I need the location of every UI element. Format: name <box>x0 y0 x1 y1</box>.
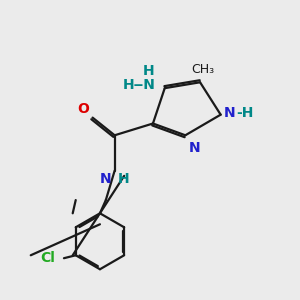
Text: N: N <box>100 172 111 186</box>
Text: O: O <box>77 102 89 116</box>
Text: H: H <box>118 172 130 186</box>
Text: Cl: Cl <box>40 251 55 265</box>
Text: -H: -H <box>236 106 254 120</box>
Text: N: N <box>224 106 236 120</box>
Text: H: H <box>143 64 154 78</box>
Text: H‒N: H‒N <box>123 78 156 92</box>
Text: N: N <box>189 141 201 154</box>
Text: CH₃: CH₃ <box>191 63 214 76</box>
